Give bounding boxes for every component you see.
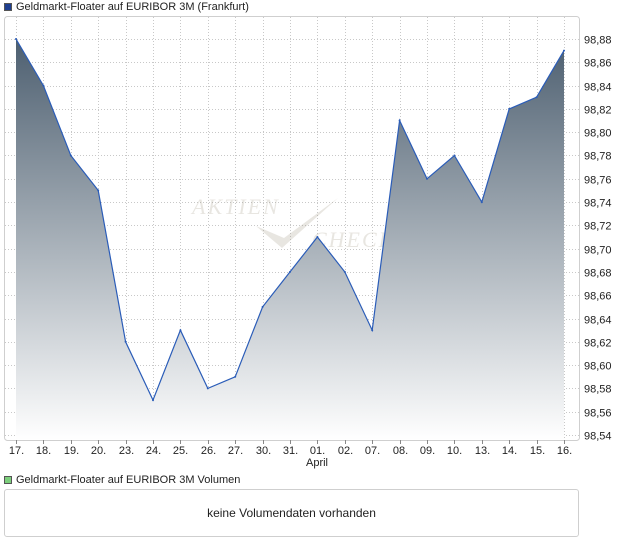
y-tick-label: 98,86 [584, 58, 612, 70]
x-tick-label: 16. [557, 445, 572, 457]
data-point [206, 387, 209, 390]
x-tick-label: 23. [119, 445, 134, 457]
y-tick-label: 98,78 [584, 151, 612, 163]
volume-panel: keine Volumendaten vorhanden [4, 489, 579, 537]
data-point [289, 270, 291, 273]
data-point [480, 201, 483, 204]
data-point [508, 107, 511, 110]
price-chart: 98,54 98,56 98,58 98,60 98,62 98,64 98,66 98,68… [4, 16, 612, 469]
y-tick-label: 98,88 [584, 35, 612, 47]
x-tick-label: 10. [447, 445, 462, 457]
volume-empty-message: keine Volumendaten vorhanden [207, 506, 376, 520]
price-legend-swatch [4, 3, 12, 11]
data-point [69, 154, 72, 157]
x-tick-label: 01. [310, 445, 325, 457]
data-point [261, 305, 264, 308]
y-tick-label: 98,72 [584, 221, 612, 233]
y-tick-label: 98,70 [584, 245, 612, 257]
x-month-label: April [306, 457, 328, 469]
data-point [453, 154, 456, 157]
y-tick-label: 98,56 [584, 408, 612, 420]
y-tick-label: 98,64 [584, 315, 612, 327]
x-tick-label: 18. [36, 445, 51, 457]
x-tick-label: 30. [256, 445, 271, 457]
x-tick-label: 17. [9, 445, 24, 457]
x-tick-label: 02. [338, 445, 353, 457]
series-area [16, 39, 564, 440]
volume-legend: Geldmarkt-Floater auf EURIBOR 3M Volumen [4, 473, 240, 487]
data-point [42, 84, 45, 87]
y-tick-label: 98,60 [584, 361, 612, 373]
data-point [179, 329, 182, 332]
x-tick-label: 08. [393, 445, 408, 457]
x-tick-label: 25. [173, 445, 188, 457]
data-point [97, 189, 100, 192]
price-legend: Geldmarkt-Floater auf EURIBOR 3M (Frankf… [4, 0, 249, 14]
x-tick-label: 14. [502, 445, 517, 457]
volume-legend-label: Geldmarkt-Floater auf EURIBOR 3M Volumen [16, 474, 241, 486]
volume-legend-swatch [4, 476, 12, 484]
data-point [563, 49, 565, 52]
y-tick-label: 98,58 [584, 384, 612, 396]
x-tick-label: 07. [365, 445, 380, 457]
data-point [343, 270, 346, 273]
watermark-text-1: AKTIEN [190, 194, 280, 219]
x-tick-label: 31. [283, 445, 298, 457]
y-tick-label: 98,80 [584, 128, 612, 140]
x-tick-label: 24. [146, 445, 161, 457]
data-point [371, 329, 374, 332]
y-tick-label: 98,82 [584, 105, 612, 117]
data-point [535, 96, 538, 99]
x-tick-label: 27. [228, 445, 243, 457]
data-point [398, 119, 401, 122]
y-tick-label: 98,76 [584, 175, 612, 187]
data-point [15, 38, 17, 40]
y-tick-label: 98,66 [584, 291, 612, 303]
data-point [316, 236, 319, 238]
x-tick-label: 09. [420, 445, 435, 457]
y-tick-label: 98,74 [584, 198, 612, 210]
x-tick-label: 19. [64, 445, 79, 457]
data-point [124, 340, 127, 343]
data-point [426, 177, 428, 180]
x-tick-label: 15. [530, 445, 545, 457]
data-point [234, 375, 237, 378]
watermark-check-icon [256, 198, 338, 248]
y-tick-label: 98,68 [584, 268, 612, 280]
price-legend-label: Geldmarkt-Floater auf EURIBOR 3M (Frankf… [16, 1, 249, 13]
y-tick-label: 98,84 [584, 82, 612, 94]
x-tick-label: 13. [475, 445, 490, 457]
x-tick-label: 20. [91, 445, 106, 457]
data-point [152, 399, 154, 402]
x-tick-label: 26. [201, 445, 216, 457]
y-tick-label: 98,54 [584, 431, 612, 443]
y-tick-label: 98,62 [584, 338, 612, 350]
